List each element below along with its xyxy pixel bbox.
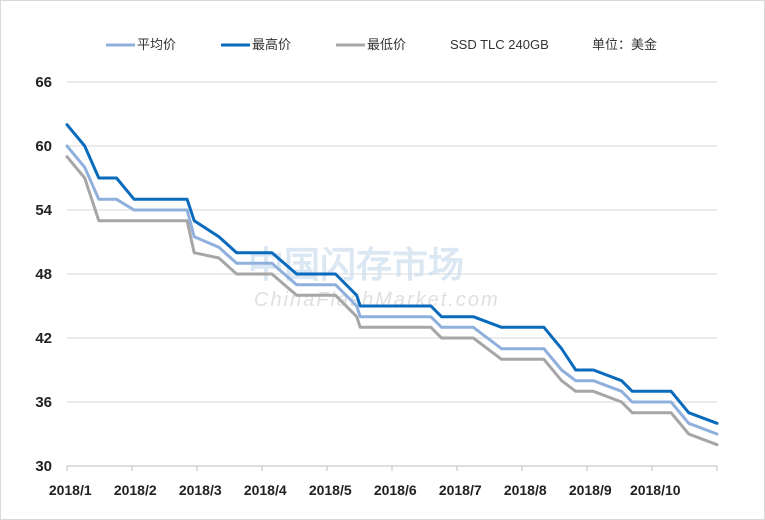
y-tick-label: 60 [35,138,52,155]
x-tick-label: 2018/2 [114,482,157,498]
y-tick-label: 42 [35,330,52,347]
y-tick-label: 66 [35,74,52,91]
legend-label-max: 最高价 [252,37,291,52]
watermark-cn: 中国闪存市场 [248,244,464,285]
y-tick-label: 30 [35,458,52,475]
gridlines [67,81,717,403]
legend-label-min: 最低价 [367,37,406,52]
x-tick-label: 2018/10 [630,482,681,498]
y-tick-label: 36 [35,394,52,411]
x-tick-label: 2018/9 [569,482,612,498]
x-tick-label: 2018/3 [179,482,222,498]
y-tick-label: 48 [35,266,52,283]
x-tick-label: 2018/6 [374,482,417,498]
chart-subtitle: SSD TLC 240GB [450,37,549,52]
x-tick-label: 2018/1 [49,482,92,498]
y-tick-label: 54 [35,202,52,219]
legend: 平均价 最高价 最低价 SSD TLC 240GB 单位：美金 [106,37,657,52]
series-lines [65,123,719,447]
watermark: 中国闪存市场 ChinaFlashMarket.com [248,244,498,311]
legend-label-avg: 平均价 [137,37,176,52]
x-tick-label: 2018/7 [439,482,482,498]
x-tick-label: 2018/8 [504,482,547,498]
x-tick-label: 2018/5 [309,482,352,498]
axes: 30 36 42 48 54 60 66 2018/1 2018/2 2018/3 2018/4 20… [35,74,718,498]
unit-label: 单位：美金 [592,37,657,52]
x-tick-label: 2018/4 [244,482,287,498]
series-line-max [65,123,719,425]
series-line-avg [65,144,719,436]
series-line-min [65,155,719,447]
